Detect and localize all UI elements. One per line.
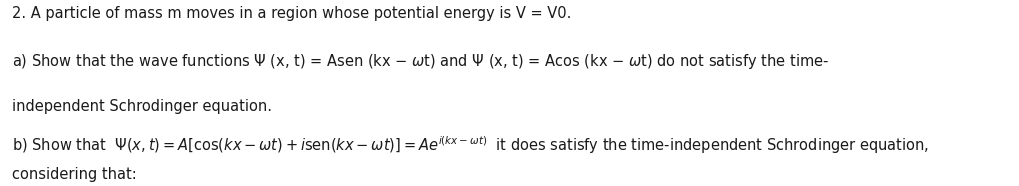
Text: a) Show that the wave functions $\Psi$ (x, t) = Asen (kx $-$ $\omega$t) and $\Ps: a) Show that the wave functions $\Psi$ (… — [12, 52, 828, 71]
Text: b) Show that  $\Psi(x,t) = A[\cos(kx - \omega t) + i\mathrm{sen}(kx - \omega t)]: b) Show that $\Psi(x,t) = A[\cos(kx - \o… — [12, 134, 928, 156]
Text: 2. A particle of mass m moves in a region whose potential energy is V = V0.: 2. A particle of mass m moves in a regio… — [12, 6, 571, 21]
Text: independent Schrodinger equation.: independent Schrodinger equation. — [12, 99, 272, 114]
Text: considering that:: considering that: — [12, 167, 137, 182]
